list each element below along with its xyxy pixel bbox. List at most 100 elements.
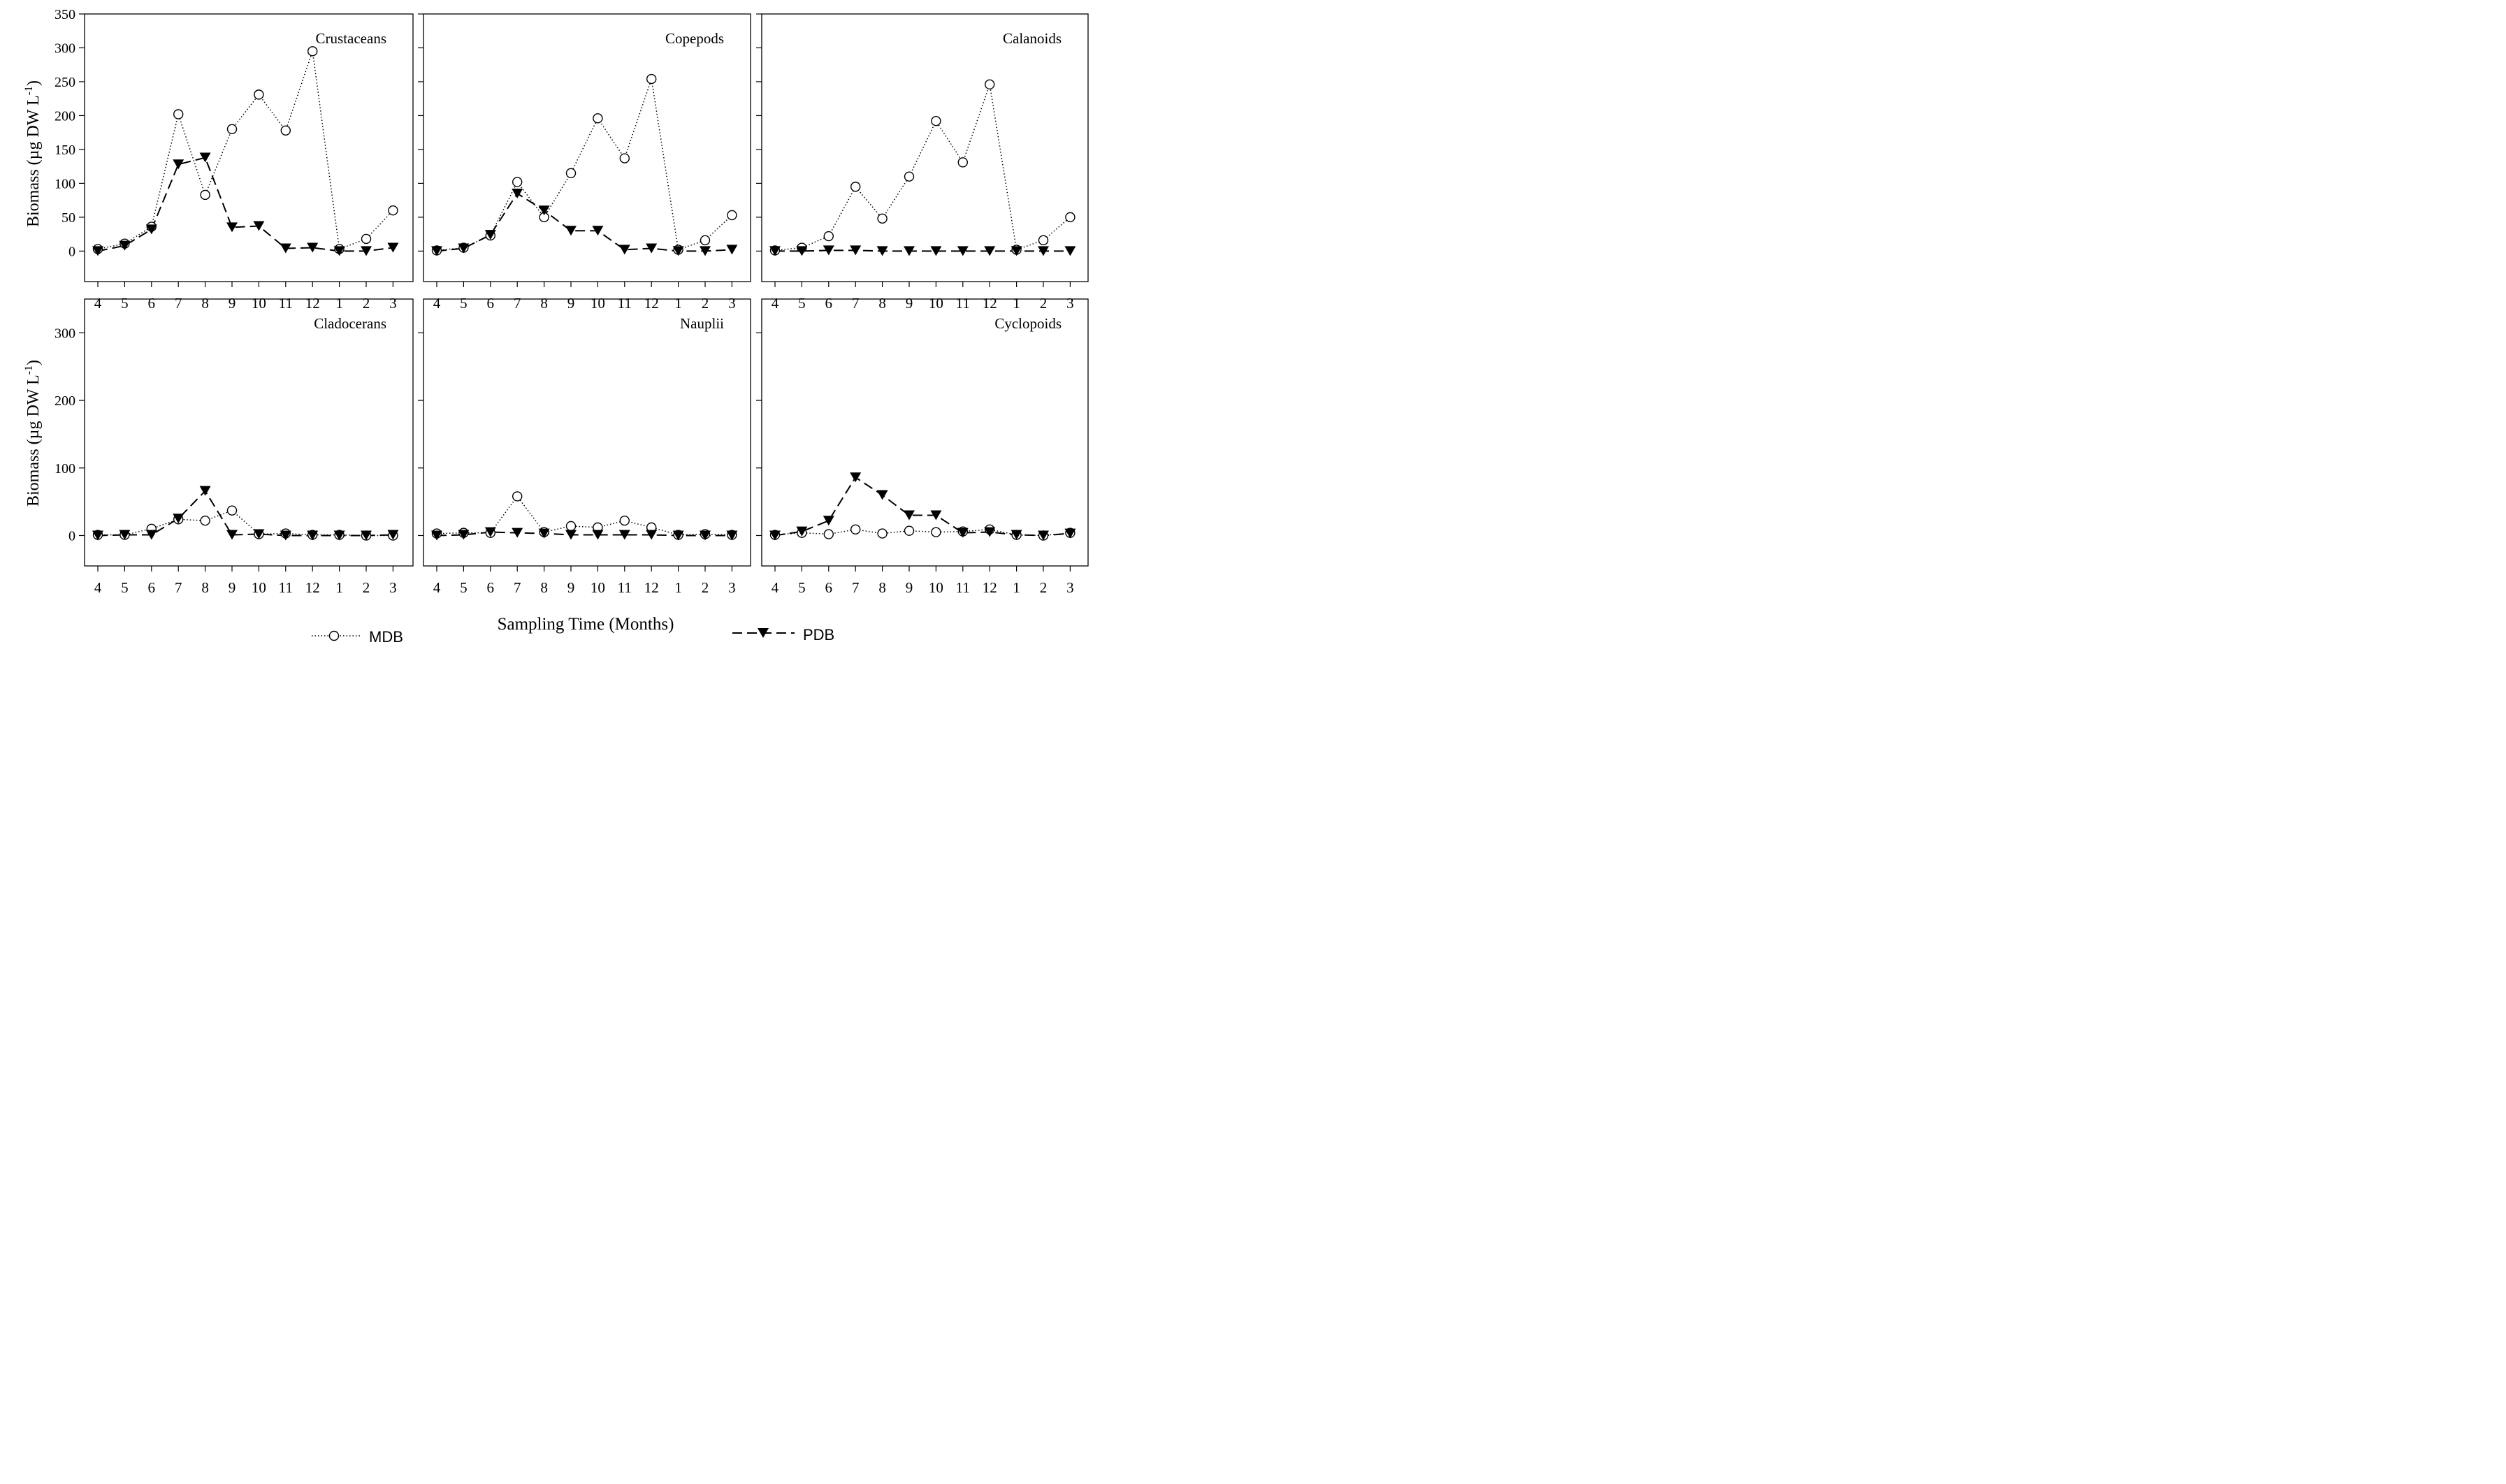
x-tick-label: 3 <box>728 579 736 596</box>
x-tick-label: 4 <box>94 295 102 312</box>
x-tick-label: 4 <box>772 579 779 596</box>
x-tick-label: 3 <box>728 295 736 312</box>
mdb-point <box>984 79 995 90</box>
y-tick-label: 250 <box>55 75 75 90</box>
panel-title: Cyclopoids <box>994 315 1062 332</box>
legend-item-pdb: PDB <box>732 626 834 643</box>
pdb-point <box>333 246 345 256</box>
pdb-point <box>672 246 684 256</box>
panel-frame <box>761 13 1089 282</box>
x-tick-label: 7 <box>175 295 182 312</box>
pdb-point <box>796 526 808 537</box>
series-line-mdb <box>774 84 1071 252</box>
mdb-point <box>823 529 834 539</box>
x-tick-label: 2 <box>702 295 709 312</box>
pdb-point <box>280 530 291 541</box>
x-tick-label: 4 <box>433 295 441 312</box>
pdb-point <box>930 510 942 521</box>
x-tick-label: 1 <box>1013 579 1020 596</box>
mdb-point <box>700 235 711 246</box>
y-tick-label: 0 <box>68 244 75 259</box>
series-line-pdb <box>97 157 393 252</box>
mdb-point <box>593 113 603 124</box>
x-tick-label: 5 <box>121 579 129 596</box>
x-tick-label: 6 <box>825 295 833 312</box>
panel-title: Copepods <box>665 30 724 47</box>
x-tick-label: 9 <box>906 579 913 596</box>
x-tick-label: 7 <box>514 295 521 312</box>
mdb-point <box>200 516 210 526</box>
x-tick-label: 9 <box>229 295 236 312</box>
panel-title: Cladocerans <box>314 315 386 332</box>
pdb-point <box>538 205 550 216</box>
y-tick-label: 0 <box>68 528 75 544</box>
x-tick-label: 7 <box>852 295 860 312</box>
x-tick-label: 2 <box>1040 295 1048 312</box>
pdb-point <box>333 530 345 541</box>
pdb-point <box>930 246 942 256</box>
x-tick-label: 5 <box>121 295 129 312</box>
mdb-point <box>877 528 888 539</box>
mdb-point <box>254 89 264 100</box>
y-tick-label: 100 <box>55 176 75 191</box>
series-line-mdb <box>436 495 732 536</box>
mdb-point <box>361 233 372 245</box>
mdb-point <box>877 213 888 224</box>
x-tick-label: 12 <box>305 295 320 312</box>
series-line-pdb <box>774 476 1071 537</box>
pdb-point <box>726 245 738 255</box>
x-tick-label: 5 <box>460 295 468 312</box>
pdb-point <box>592 530 604 540</box>
series-line-pdb <box>436 531 732 537</box>
legend-mdb-label: MDB <box>369 628 403 646</box>
pdb-point <box>984 527 996 537</box>
mdb-point <box>904 171 915 182</box>
pdb-point <box>307 242 319 253</box>
x-tick-label: 2 <box>1040 579 1048 596</box>
series-line-pdb <box>97 490 393 537</box>
pdb-point <box>538 528 550 539</box>
pdb-point <box>226 222 238 233</box>
pdb-point <box>876 246 888 256</box>
x-tick-label: 10 <box>252 295 266 312</box>
mdb-point <box>512 177 523 187</box>
panel-frame <box>84 298 414 567</box>
pdb-point <box>646 530 658 540</box>
pdb-point <box>646 243 658 254</box>
pdb-point <box>431 530 442 541</box>
mdb-point <box>226 505 238 516</box>
x-tick-label: 6 <box>148 295 156 312</box>
x-tick-label: 2 <box>363 579 370 596</box>
pdb-point <box>387 530 399 540</box>
pdb-point <box>119 240 131 251</box>
y-tick-label: 100 <box>55 461 75 477</box>
mdb-point <box>931 115 941 126</box>
x-tick-label: 7 <box>852 579 860 596</box>
pdb-point <box>1011 530 1022 540</box>
mdb-point <box>619 516 630 526</box>
pdb-point <box>700 530 711 541</box>
x-tick-label: 5 <box>460 579 468 596</box>
mdb-point <box>388 205 398 216</box>
pdb-point <box>145 530 157 540</box>
y-tick-label: 350 <box>55 7 75 22</box>
pdb-point <box>618 245 630 255</box>
pdb-point <box>565 530 577 540</box>
x-tick-label: 10 <box>929 295 943 312</box>
y-tick-label: 300 <box>55 326 75 341</box>
pdb-point <box>726 530 738 541</box>
x-tick-label: 6 <box>487 579 495 596</box>
x-tick-label: 12 <box>983 295 997 312</box>
pdb-point <box>280 243 291 254</box>
x-tick-label: 8 <box>201 295 209 312</box>
x-tick-label: 10 <box>929 579 943 596</box>
x-tick-label: 2 <box>363 295 370 312</box>
x-tick-label: 3 <box>389 579 397 596</box>
pdb-point <box>253 529 265 539</box>
x-tick-label: 1 <box>335 579 343 596</box>
mdb-point <box>565 521 577 532</box>
